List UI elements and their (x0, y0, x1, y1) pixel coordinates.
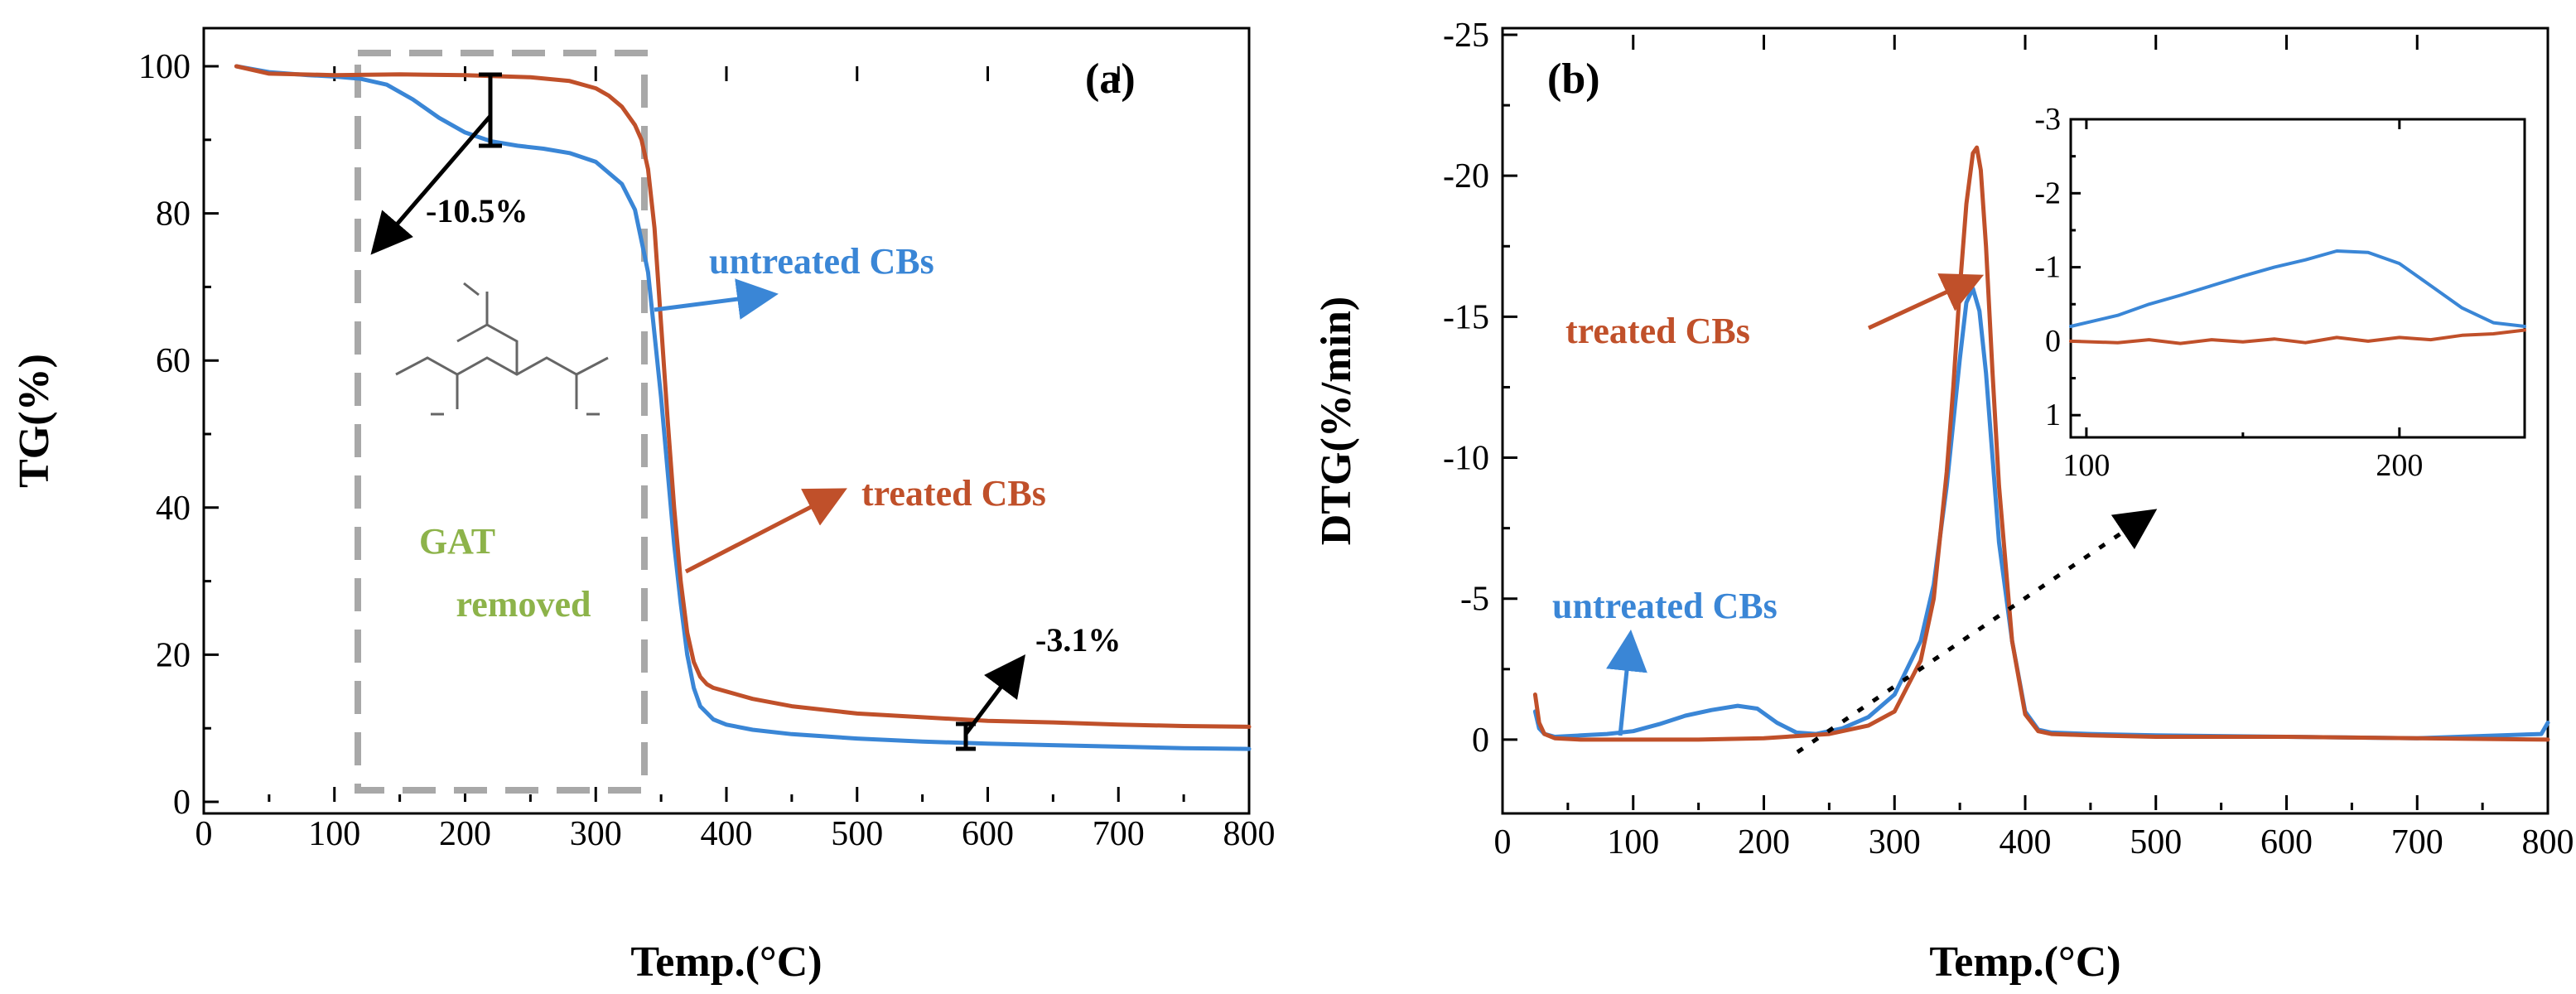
panel-a-x-tick-label: 800 (1223, 815, 1276, 853)
panel-b-x-tick-label: 0 (1494, 823, 1512, 861)
treated-cbs-label-b: treated CBs (1565, 311, 1750, 351)
panel-b-y-tick-label: -5 (1460, 581, 1489, 619)
treated-label-arrow (684, 488, 847, 574)
loss-10-5-arrow (370, 114, 492, 255)
panel-b-x-tick-label: 100 (1607, 823, 1659, 861)
panel-b-y-tick-label: -20 (1443, 157, 1489, 195)
gat-removed-region-box (355, 50, 648, 794)
gat-label-line1: GAT (419, 521, 495, 562)
untreated-label-arrow (654, 278, 779, 320)
panel-a-label: (a) (1085, 55, 1136, 103)
panel-b-x-tick-label: 700 (2391, 823, 2443, 861)
loss-3-1-label: -3.1% (1035, 621, 1121, 659)
panel-a-tick-labels: 0 100 200 300 400 500 600 700 800 0 20 40 60 80 100 (138, 48, 1276, 853)
inset-untreated-series-line (2069, 249, 2526, 328)
inset-y-tick-label: 0 (2045, 324, 2061, 359)
panel-a-y-tick-label: 80 (156, 195, 191, 234)
panel-a-x-tick-label: 700 (1093, 815, 1145, 853)
inset-y-tick-label: 1 (2045, 398, 2061, 432)
panel-b-plot-frame (1501, 27, 2549, 815)
loss-10-5-label: -10.5% (426, 192, 528, 229)
inset-y-tick-label: -1 (2034, 250, 2061, 285)
inset-x-tick-label: 200 (2376, 448, 2423, 483)
panel-a-untreated-series-line (234, 64, 1252, 751)
panel-a-series (234, 64, 1252, 751)
panel-a-x-tick-label: 600 (962, 815, 1014, 853)
inset-x-tick-label: 100 (2062, 448, 2110, 483)
panel-a-plot-frame (202, 27, 1251, 815)
panel-a-y-tick-label: 20 (156, 636, 191, 674)
panel-a-treated-series-line (234, 64, 1252, 729)
panel-b-x-tick-label: 300 (1869, 823, 1921, 861)
inset-pointer-arrow (1796, 509, 2158, 755)
untreated-label-arrow-b (1606, 630, 1647, 736)
panel-b-inset: 100 200 -3 -2 -1 0 1 (2034, 102, 2526, 483)
panel-b-dtg-chart: 0 100 200 300 400 500 600 700 8000-5-10-15-20-25… (1313, 17, 2574, 986)
panel-a-y-tick-label: 0 (173, 784, 191, 822)
panel-b-x-tick-label: 400 (2000, 823, 2052, 861)
gat-label-line2: removed (456, 584, 591, 625)
treated-label-arrow-b (1867, 273, 1985, 331)
panel-a-x-tick-label: 500 (831, 815, 883, 853)
panel-a-x-tick-label: 200 (439, 815, 491, 853)
panel-b-y-tick-label: -25 (1443, 17, 1489, 55)
panel-a-x-tick-label: 300 (570, 815, 622, 853)
panel-b-label: (b) (1547, 55, 1600, 103)
panel-a-x-axis-title: Temp.(°C) (630, 939, 822, 986)
panel-a-x-tick-label: 0 (195, 815, 213, 853)
panel-a-y-tick-label: 40 (156, 490, 191, 528)
panel-b-y-tick-label: -15 (1443, 298, 1489, 336)
panel-a-y-axis-title: TG(%) (11, 354, 58, 488)
untreated-cbs-label: untreated CBs (709, 241, 934, 282)
loss-3-1-arrow (964, 654, 1025, 736)
panel-b-y-tick-label: -10 (1443, 440, 1489, 478)
glycerol-triacetate-molecule-icon (395, 282, 609, 416)
inset-frame (2069, 118, 2526, 439)
inset-treated-series-line (2069, 328, 2526, 345)
panel-b-x-axis-title: Temp.(°C) (1929, 939, 2120, 986)
treated-cbs-label: treated CBs (861, 473, 1046, 514)
panel-b-x-tick-label: 500 (2130, 823, 2182, 861)
panel-b-series (1532, 145, 2550, 742)
panel-b-treated-series-line (1532, 145, 2550, 742)
panel-a-ticks (202, 65, 1251, 803)
inset-tick-labels: 100 200 -3 -2 -1 0 1 (2034, 102, 2423, 483)
inset-y-tick-label: -3 (2034, 102, 2061, 137)
panel-b-x-tick-label: 600 (2260, 823, 2313, 861)
panel-a-y-tick-label: 60 (156, 342, 191, 380)
panel-a-y-tick-label: 100 (138, 48, 191, 86)
panel-a-x-tick-label: 100 (308, 815, 360, 853)
panel-a-x-tick-label: 400 (701, 815, 753, 853)
panel-b-ticks (1501, 33, 2549, 810)
panel-b-y-tick-label: 0 (1472, 721, 1489, 760)
inset-y-tick-label: -2 (2034, 176, 2061, 210)
panel-b-x-tick-label: 800 (2522, 823, 2574, 861)
inset-series (2069, 249, 2526, 345)
panel-b-x-tick-label: 200 (1738, 823, 1790, 861)
panel-a-tg-chart: 0 100 200 300 400 500 600 700 800 0 20 40 60 80 100 -1… (11, 27, 1276, 986)
untreated-cbs-label-b: untreated CBs (1552, 586, 1778, 626)
panel-b-y-axis-title: DTG(%/min) (1313, 297, 1360, 545)
